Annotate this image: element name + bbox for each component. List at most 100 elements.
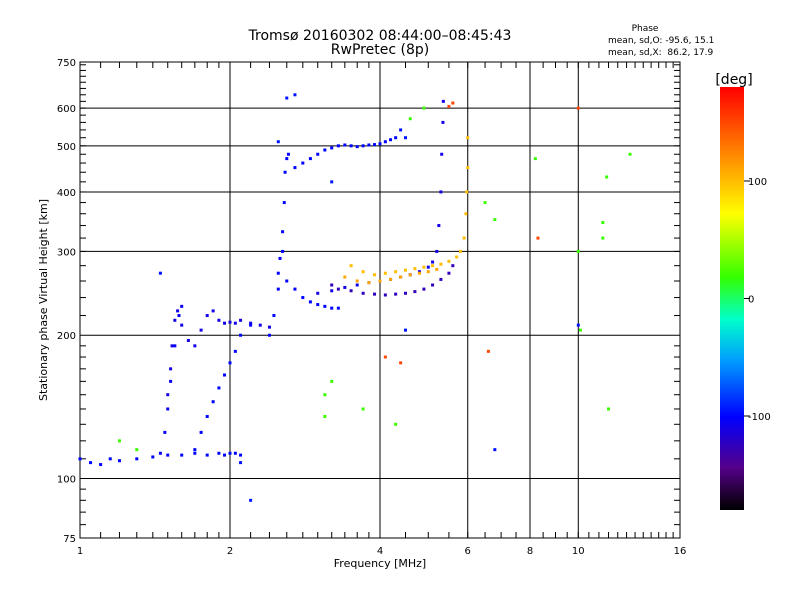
data-point — [293, 93, 297, 97]
data-point — [439, 190, 443, 194]
y-tick-label: 750 — [57, 58, 76, 69]
data-point — [431, 264, 435, 268]
data-point — [193, 344, 197, 348]
data-point — [355, 283, 359, 287]
stats-line-o: mean, sd,O: -95.6, 15.1 — [608, 36, 714, 46]
data-point — [441, 120, 445, 124]
data-point — [394, 136, 398, 140]
data-point — [355, 145, 359, 149]
data-point — [361, 144, 365, 148]
data-point — [361, 407, 365, 411]
y-tick-label: 100 — [57, 475, 76, 486]
data-point — [193, 451, 197, 455]
data-point — [343, 143, 347, 147]
data-point — [439, 262, 443, 266]
data-point — [278, 256, 282, 260]
data-point — [378, 279, 382, 283]
data-point — [135, 448, 139, 452]
data-point — [249, 321, 253, 325]
data-point — [282, 201, 286, 205]
data-point — [413, 290, 417, 294]
data-point — [373, 273, 377, 277]
data-point — [163, 430, 167, 434]
data-point — [258, 323, 262, 327]
data-point — [158, 451, 162, 455]
data-point — [383, 140, 387, 144]
data-point — [285, 279, 289, 283]
minor-ticks — [80, 62, 680, 538]
data-point — [170, 344, 174, 348]
data-point — [308, 300, 312, 304]
data-point — [383, 293, 387, 297]
data-point — [394, 292, 398, 296]
data-point — [336, 287, 340, 291]
data-point — [576, 323, 580, 327]
data-point — [441, 99, 445, 103]
data-point — [628, 152, 632, 156]
data-point — [462, 236, 466, 240]
data-point — [493, 218, 497, 222]
data-point — [330, 379, 334, 383]
x-tick-label: 1 — [77, 546, 83, 557]
data-point — [533, 157, 537, 161]
data-point — [211, 309, 215, 313]
data-point — [117, 459, 121, 463]
data-point — [578, 328, 582, 332]
data-point — [199, 430, 203, 434]
y-tick-label: 200 — [57, 331, 76, 342]
data-point — [272, 314, 276, 318]
x-tick-label: 16 — [674, 546, 687, 557]
data-point — [169, 367, 173, 371]
data-point — [455, 255, 459, 259]
data-point — [330, 283, 334, 287]
data-point — [211, 400, 215, 404]
data-point — [447, 271, 451, 275]
data-point — [180, 323, 184, 327]
data-point — [293, 166, 297, 170]
data-point — [403, 328, 407, 332]
data-point — [447, 104, 451, 108]
data-point — [158, 271, 162, 275]
data-point — [336, 144, 340, 148]
data-point — [437, 224, 441, 228]
data-point — [89, 461, 93, 465]
data-point — [117, 439, 121, 443]
data-point — [293, 287, 297, 291]
data-point — [413, 267, 417, 271]
data-point — [239, 461, 243, 465]
data-point — [180, 453, 184, 457]
data-point — [336, 306, 340, 310]
data-point — [394, 422, 398, 426]
data-point — [493, 448, 497, 452]
data-point — [408, 117, 412, 121]
data-point — [176, 309, 180, 313]
data-point — [422, 265, 426, 269]
data-point — [193, 448, 197, 452]
data-point — [169, 379, 173, 383]
data-point — [217, 318, 221, 322]
data-point — [576, 249, 580, 253]
data-point — [135, 457, 139, 461]
colorbar-tick-label: 0 — [748, 295, 754, 306]
data-point — [389, 277, 393, 281]
data-point — [435, 249, 439, 253]
data-point — [486, 349, 490, 353]
data-point — [285, 96, 289, 100]
data-point — [417, 270, 421, 274]
data-point — [180, 304, 184, 308]
data-point — [301, 161, 305, 165]
data-point — [607, 407, 611, 411]
colorbar-ticks: 100 0 -100 — [744, 177, 771, 423]
data-point — [399, 361, 403, 365]
data-point — [383, 271, 387, 275]
data-point — [458, 249, 462, 253]
x-tick-label: 8 — [527, 546, 533, 557]
data-point — [355, 279, 359, 283]
data-point — [383, 355, 387, 359]
data-point — [367, 143, 371, 147]
data-point — [205, 314, 209, 318]
data-point — [239, 318, 243, 322]
data-point — [349, 264, 353, 268]
colorbar-tick-label: -100 — [748, 412, 771, 423]
